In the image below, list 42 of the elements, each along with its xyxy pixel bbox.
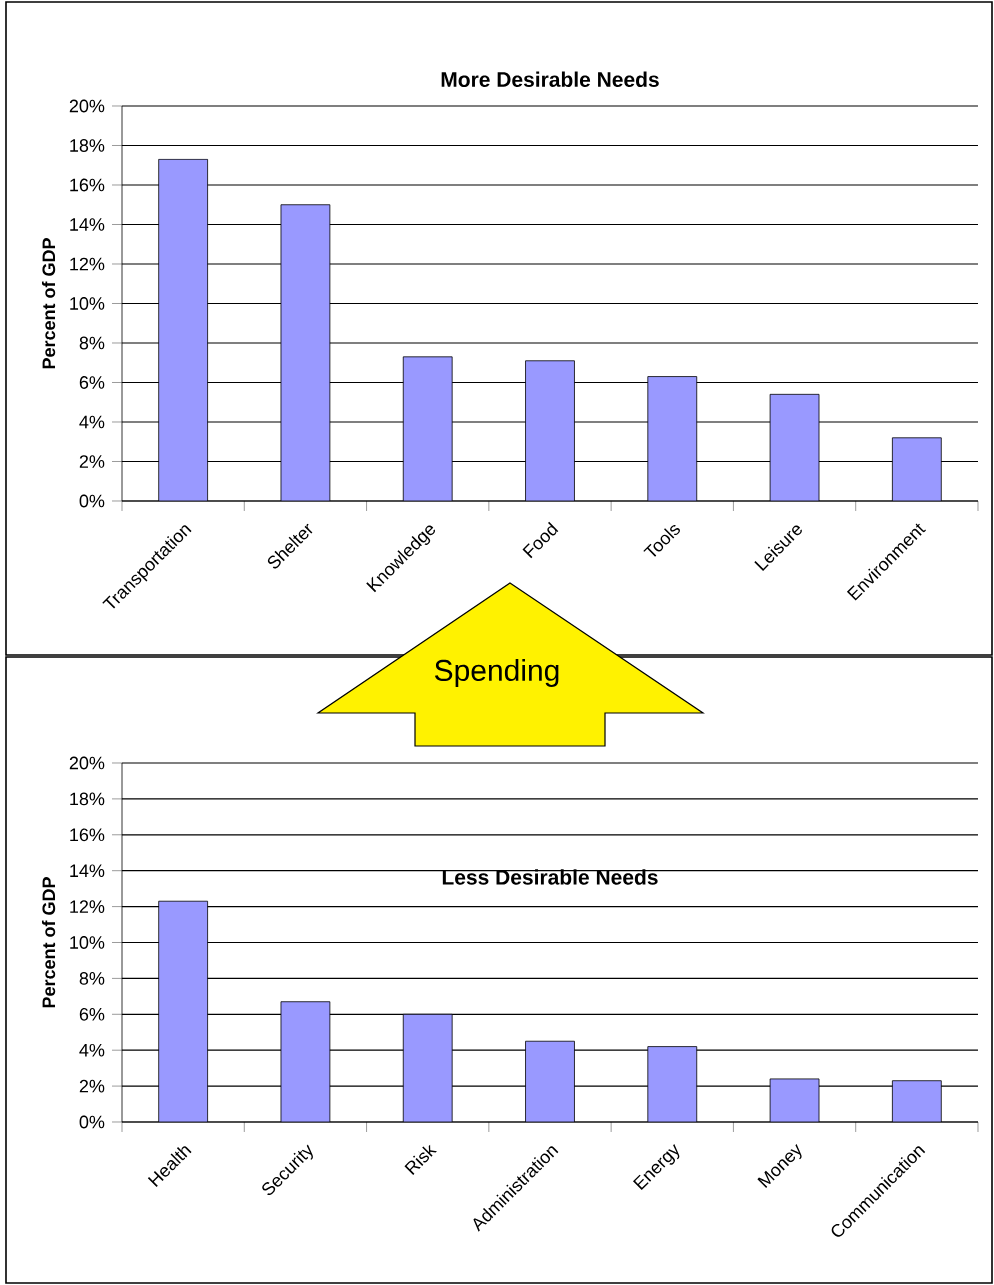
y-tick-label: 6%	[79, 1007, 105, 1021]
y-tick-label: 18%	[70, 139, 105, 152]
bar	[769, 393, 820, 501]
y-tick-label: 10%	[70, 297, 105, 310]
y-tick-label: 8%	[79, 972, 105, 985]
bar	[647, 1046, 698, 1122]
y-tick-label: 4%	[79, 415, 105, 429]
y-tick-label: 12%	[70, 257, 105, 271]
bar	[402, 1013, 453, 1122]
y-tick-label: 0%	[79, 1115, 105, 1129]
bar	[647, 376, 698, 501]
y-tick-label: 14%	[70, 864, 105, 877]
chart-title: More Desirable Needs	[441, 71, 659, 87]
bar	[280, 204, 331, 501]
bar	[280, 1001, 331, 1122]
bar	[891, 1080, 942, 1122]
bar	[402, 356, 453, 501]
y-tick-label: 10%	[70, 936, 105, 949]
bar	[891, 437, 942, 501]
y-tick-label: 20%	[69, 99, 105, 113]
y-axis-title: Percent of GDP	[41, 877, 56, 1008]
y-tick-label: 16%	[70, 178, 105, 192]
y-tick-label: 2%	[79, 455, 105, 468]
y-tick-label: 20%	[69, 756, 105, 770]
y-tick-label: 2%	[79, 1079, 105, 1093]
bar	[158, 900, 208, 1122]
bar	[525, 360, 575, 501]
y-tick-label: 8%	[79, 336, 105, 350]
y-tick-label: 0%	[79, 494, 105, 508]
y-tick-label: 6%	[79, 376, 105, 389]
bar	[525, 1040, 575, 1122]
text: Spending	[434, 659, 559, 687]
y-tick-label: 18%	[70, 792, 105, 806]
bar	[158, 158, 208, 501]
y-tick-label: 16%	[70, 828, 105, 842]
y-tick-label: 14%	[70, 218, 105, 231]
x-tick-label: Risk	[404, 1144, 437, 1175]
y-tick-label: 4%	[79, 1043, 105, 1057]
bar	[769, 1078, 820, 1122]
y-tick-label: 12%	[70, 900, 105, 913]
y-axis-title: Percent of GDP	[41, 238, 56, 369]
text: Less Desirable Needs	[442, 869, 658, 885]
